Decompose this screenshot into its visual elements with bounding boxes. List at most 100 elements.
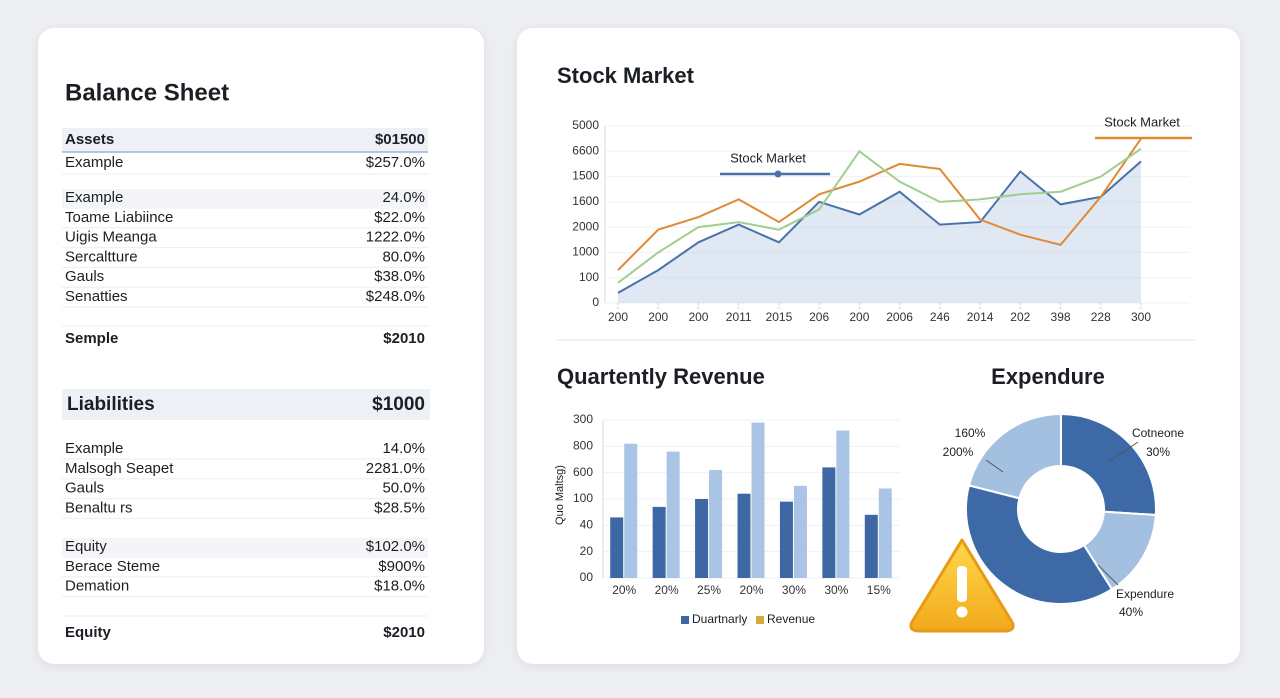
asset-row-value: 1222.0% — [366, 229, 425, 246]
leader-line — [985, 459, 1004, 473]
x-tick-label: 2011 — [726, 310, 752, 324]
y-tick-label: 0 — [592, 295, 599, 309]
asset-row-value: 80.0% — [382, 248, 425, 265]
liability-row-label: Example — [65, 440, 123, 457]
assets-header-value: $01500 — [375, 131, 425, 148]
bar — [652, 506, 666, 578]
equity-row-label: Demation — [65, 578, 129, 595]
y-tick-label: 100 — [573, 491, 593, 505]
x-tick-label: 30% — [782, 583, 806, 597]
leader-line — [1107, 441, 1139, 463]
y-tick-label: 40 — [580, 518, 594, 532]
warning-icon — [909, 538, 1015, 633]
balance-title: Balance Sheet — [65, 79, 229, 106]
asset-row-value: $38.0% — [374, 268, 425, 285]
x-tick-label: 300 — [1131, 310, 1151, 324]
y-tick-label: 1000 — [572, 245, 599, 259]
liability-row-value: 2281.0% — [366, 460, 425, 477]
x-tick-label: 200 — [608, 310, 628, 324]
equity-row-label: Equity — [65, 538, 107, 555]
bar — [864, 514, 878, 578]
liabilities-value: $1000 — [372, 394, 425, 415]
bar — [610, 517, 624, 578]
liability-row-value: 14.0% — [382, 440, 425, 457]
legend-swatch — [681, 616, 689, 624]
x-tick-label: 30% — [824, 583, 848, 597]
y-tick-label: 1600 — [572, 194, 599, 208]
y-tick-label: 1500 — [572, 169, 599, 183]
asset-row-label: Senatties — [65, 288, 128, 305]
series-line — [617, 147, 1142, 284]
y-tick-label: 600 — [573, 465, 593, 479]
bar — [624, 443, 638, 578]
x-tick-label: 20% — [655, 583, 679, 597]
legend-label: Revenue — [767, 612, 815, 626]
liability-row-value: $28.5% — [374, 499, 425, 516]
donut-annotation: Expendure — [1116, 587, 1174, 601]
chart-title: Stock Market — [557, 63, 695, 88]
row-band — [62, 189, 428, 207]
bar — [751, 422, 765, 578]
asset-row-value: $248.0% — [366, 288, 425, 305]
x-tick-label: 2006 — [886, 310, 913, 324]
bar — [666, 451, 680, 578]
x-tick-label: 15% — [867, 583, 891, 597]
equity-row-label: Berace Steme — [65, 558, 160, 575]
asset-row-label: Example — [65, 189, 123, 206]
x-tick-label: 398 — [1051, 310, 1071, 324]
equity-row-value: $18.0% — [374, 578, 425, 595]
asset-row-label: Example — [65, 154, 123, 171]
x-tick-label: 246 — [930, 310, 950, 324]
liability-row-label: Malsogh Seapet — [65, 460, 174, 477]
bar — [709, 470, 723, 578]
liabilities-band — [62, 389, 430, 420]
asset-row-value: 24.0% — [382, 189, 425, 206]
liability-row-label: Benaltu rs — [65, 499, 133, 516]
donut-annotation: Cotneone — [1132, 426, 1184, 440]
legend-swatch — [756, 616, 764, 624]
bar — [878, 488, 892, 578]
bar — [836, 430, 850, 578]
equity-row-value: $900% — [378, 558, 425, 575]
balance-card — [38, 28, 484, 664]
asset-row-label: Uigis Meanga — [65, 229, 157, 246]
bar — [737, 493, 751, 578]
x-tick-label: 20% — [612, 583, 636, 597]
x-tick-label: 20% — [739, 583, 763, 597]
donut-annotation: 30% — [1146, 445, 1170, 459]
legend-label: Duartnarly — [692, 612, 747, 626]
bar — [695, 499, 709, 578]
y-tick-label: 2000 — [572, 219, 599, 233]
equity-total-label: Equity — [65, 624, 111, 641]
x-tick-label: 200 — [688, 310, 708, 324]
x-tick-label: 228 — [1091, 310, 1111, 324]
y-tick-label: 6600 — [572, 143, 599, 157]
donut-segment — [1060, 412, 1157, 517]
bar — [779, 501, 793, 578]
x-tick-label: 200 — [849, 310, 869, 324]
y-tick-label: 5000 — [572, 118, 599, 132]
y-tick-label: 20 — [580, 544, 594, 558]
area — [618, 161, 1141, 303]
y-tick-label: 300 — [573, 412, 593, 426]
chart-title: Quartently Revenue — [557, 364, 765, 389]
equity-row-value: $102.0% — [366, 538, 425, 555]
x-tick-label: 206 — [809, 310, 829, 324]
chart-title: Expendure — [991, 364, 1105, 389]
liability-row-value: 50.0% — [382, 480, 425, 497]
legend-label: Stock Market — [730, 150, 806, 165]
liability-row-label: Gauls — [65, 480, 104, 497]
assets-total-label: Semple — [65, 330, 118, 347]
y-tick-label: 100 — [579, 270, 599, 284]
assets-header-label: Assets — [65, 131, 114, 148]
x-tick-label: 25% — [697, 583, 721, 597]
y-axis-label: Quo Maltsg) — [554, 465, 566, 525]
y-tick-label: 800 — [573, 439, 593, 453]
x-tick-label: 200 — [648, 310, 668, 324]
equity-total-value: $2010 — [383, 624, 425, 641]
asset-row-value: $257.0% — [366, 154, 425, 171]
y-tick-label: 00 — [580, 570, 594, 584]
asset-row-label: Toame Liabiince — [65, 209, 173, 226]
asset-row-label: Sercaltture — [65, 248, 138, 265]
donut-annotation: 40% — [1119, 605, 1143, 619]
